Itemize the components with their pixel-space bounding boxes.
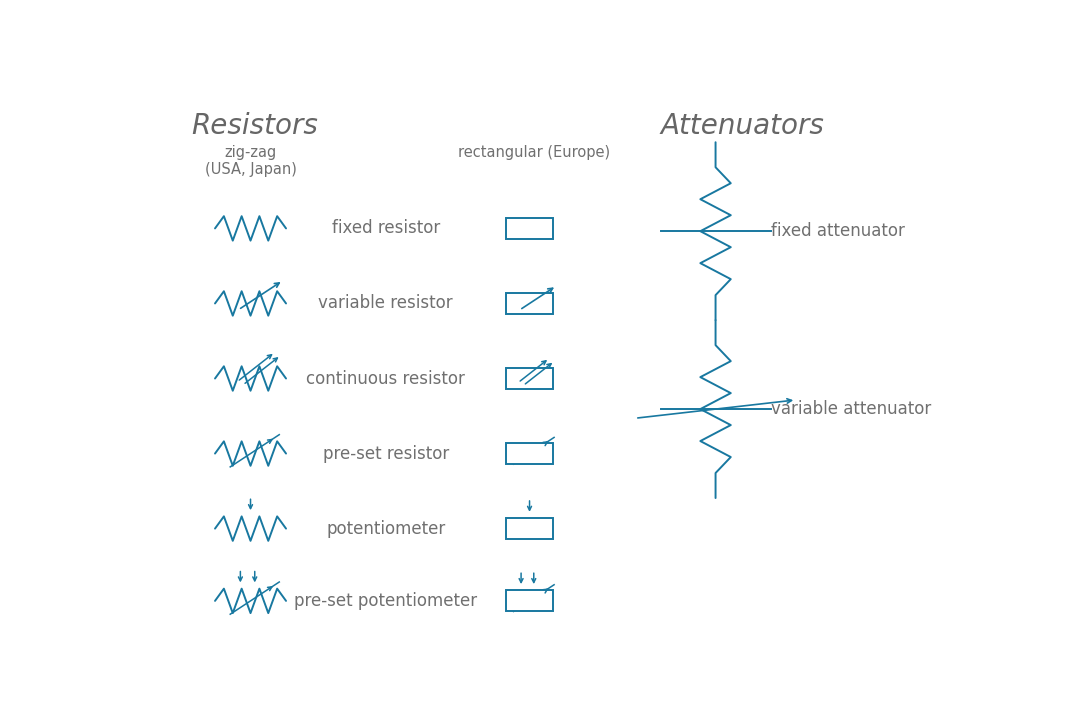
Text: variable resistor: variable resistor: [319, 295, 453, 313]
Bar: [506, 368, 553, 389]
Text: potentiometer: potentiometer: [326, 520, 445, 538]
Text: Attenuators: Attenuators: [661, 112, 825, 139]
Text: zig-zag
(USA, Japan): zig-zag (USA, Japan): [205, 145, 297, 178]
Bar: [506, 218, 553, 239]
Bar: [506, 591, 553, 612]
Text: pre-set resistor: pre-set resistor: [323, 445, 448, 463]
Text: continuous resistor: continuous resistor: [307, 370, 465, 388]
Text: Resistors: Resistors: [191, 112, 319, 139]
Bar: [506, 293, 553, 314]
Text: variable attenuator: variable attenuator: [770, 400, 931, 418]
Bar: [506, 443, 553, 464]
Text: rectangular (Europe): rectangular (Europe): [458, 145, 610, 160]
Text: fixed resistor: fixed resistor: [332, 219, 440, 238]
Text: fixed attenuator: fixed attenuator: [770, 222, 904, 240]
Bar: [506, 518, 553, 539]
Text: pre-set potentiometer: pre-set potentiometer: [295, 592, 478, 610]
